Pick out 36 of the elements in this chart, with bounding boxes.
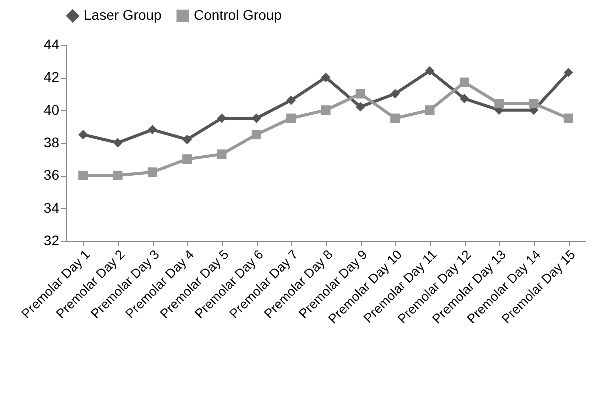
point	[460, 94, 470, 104]
legend-label: Control Group	[194, 7, 282, 24]
y-tick-label: 42	[44, 69, 60, 86]
point	[564, 68, 574, 78]
point	[356, 102, 366, 112]
point	[564, 114, 574, 124]
point	[460, 78, 470, 88]
point	[78, 130, 88, 140]
point	[148, 168, 158, 178]
y-tick-label: 40	[44, 102, 60, 118]
legend-label: Laser Group	[84, 7, 162, 24]
point	[356, 89, 366, 99]
point	[286, 114, 296, 124]
y-tick-label: 34	[44, 200, 60, 216]
point	[217, 114, 227, 124]
point	[113, 170, 123, 180]
point	[425, 106, 435, 116]
point	[390, 89, 400, 99]
y-tick-label: 44	[44, 36, 60, 52]
point	[182, 154, 192, 164]
point	[321, 72, 331, 82]
point	[286, 96, 296, 106]
point	[252, 130, 262, 140]
point	[494, 99, 504, 109]
point	[390, 114, 400, 124]
point	[148, 125, 158, 135]
point	[78, 170, 88, 180]
point	[113, 138, 123, 148]
y-tick-label: 38	[44, 134, 60, 150]
point	[529, 99, 539, 109]
y-tick-label: 32	[44, 232, 60, 248]
point	[217, 150, 227, 160]
point	[182, 134, 192, 144]
y-tick-label: 36	[44, 167, 60, 184]
point	[321, 106, 331, 116]
point	[425, 66, 435, 76]
